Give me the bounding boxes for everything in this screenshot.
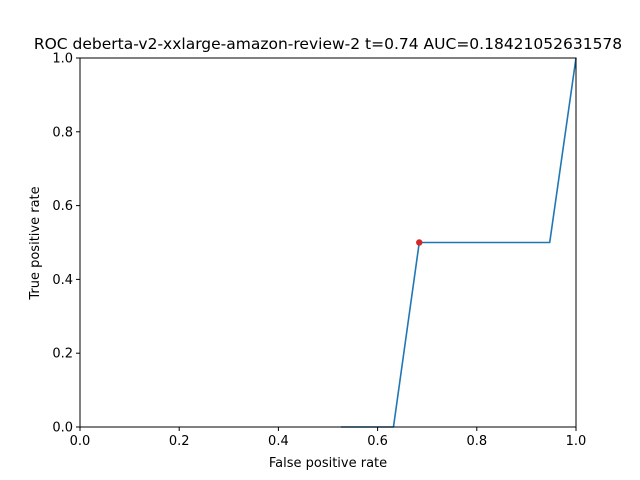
plot-frame bbox=[79, 57, 577, 428]
y-tick-label: 1.0 bbox=[52, 52, 73, 67]
chart-title: ROC deberta-v2-xxlarge-amazon-review-2 t… bbox=[34, 35, 622, 53]
x-axis-label: False positive rate bbox=[269, 456, 387, 471]
y-tick-label: 0.4 bbox=[52, 273, 73, 288]
y-tick-label: 0.0 bbox=[52, 421, 73, 436]
roc-curve-line bbox=[340, 57, 577, 428]
y-tick-label: 0.6 bbox=[52, 199, 73, 214]
y-axis-label: True positive rate bbox=[28, 186, 43, 300]
y-tick-label: 0.8 bbox=[52, 125, 73, 140]
x-tick-label: 0.8 bbox=[466, 434, 487, 449]
plot-area: 0.0 0.2 0.4 0.6 0.8 1.0 0.0 0.2 0.4 0.6 0.8 1.0 bbox=[52, 52, 586, 450]
x-tick-label: 0.2 bbox=[169, 434, 190, 449]
threshold-point-marker bbox=[416, 239, 423, 246]
x-tick-label: 0.0 bbox=[70, 434, 91, 449]
x-tick-label: 0.4 bbox=[268, 434, 289, 449]
x-tick-label: 0.6 bbox=[367, 434, 388, 449]
y-tick-label: 0.2 bbox=[52, 347, 73, 362]
x-tick-label: 1.0 bbox=[566, 434, 587, 449]
